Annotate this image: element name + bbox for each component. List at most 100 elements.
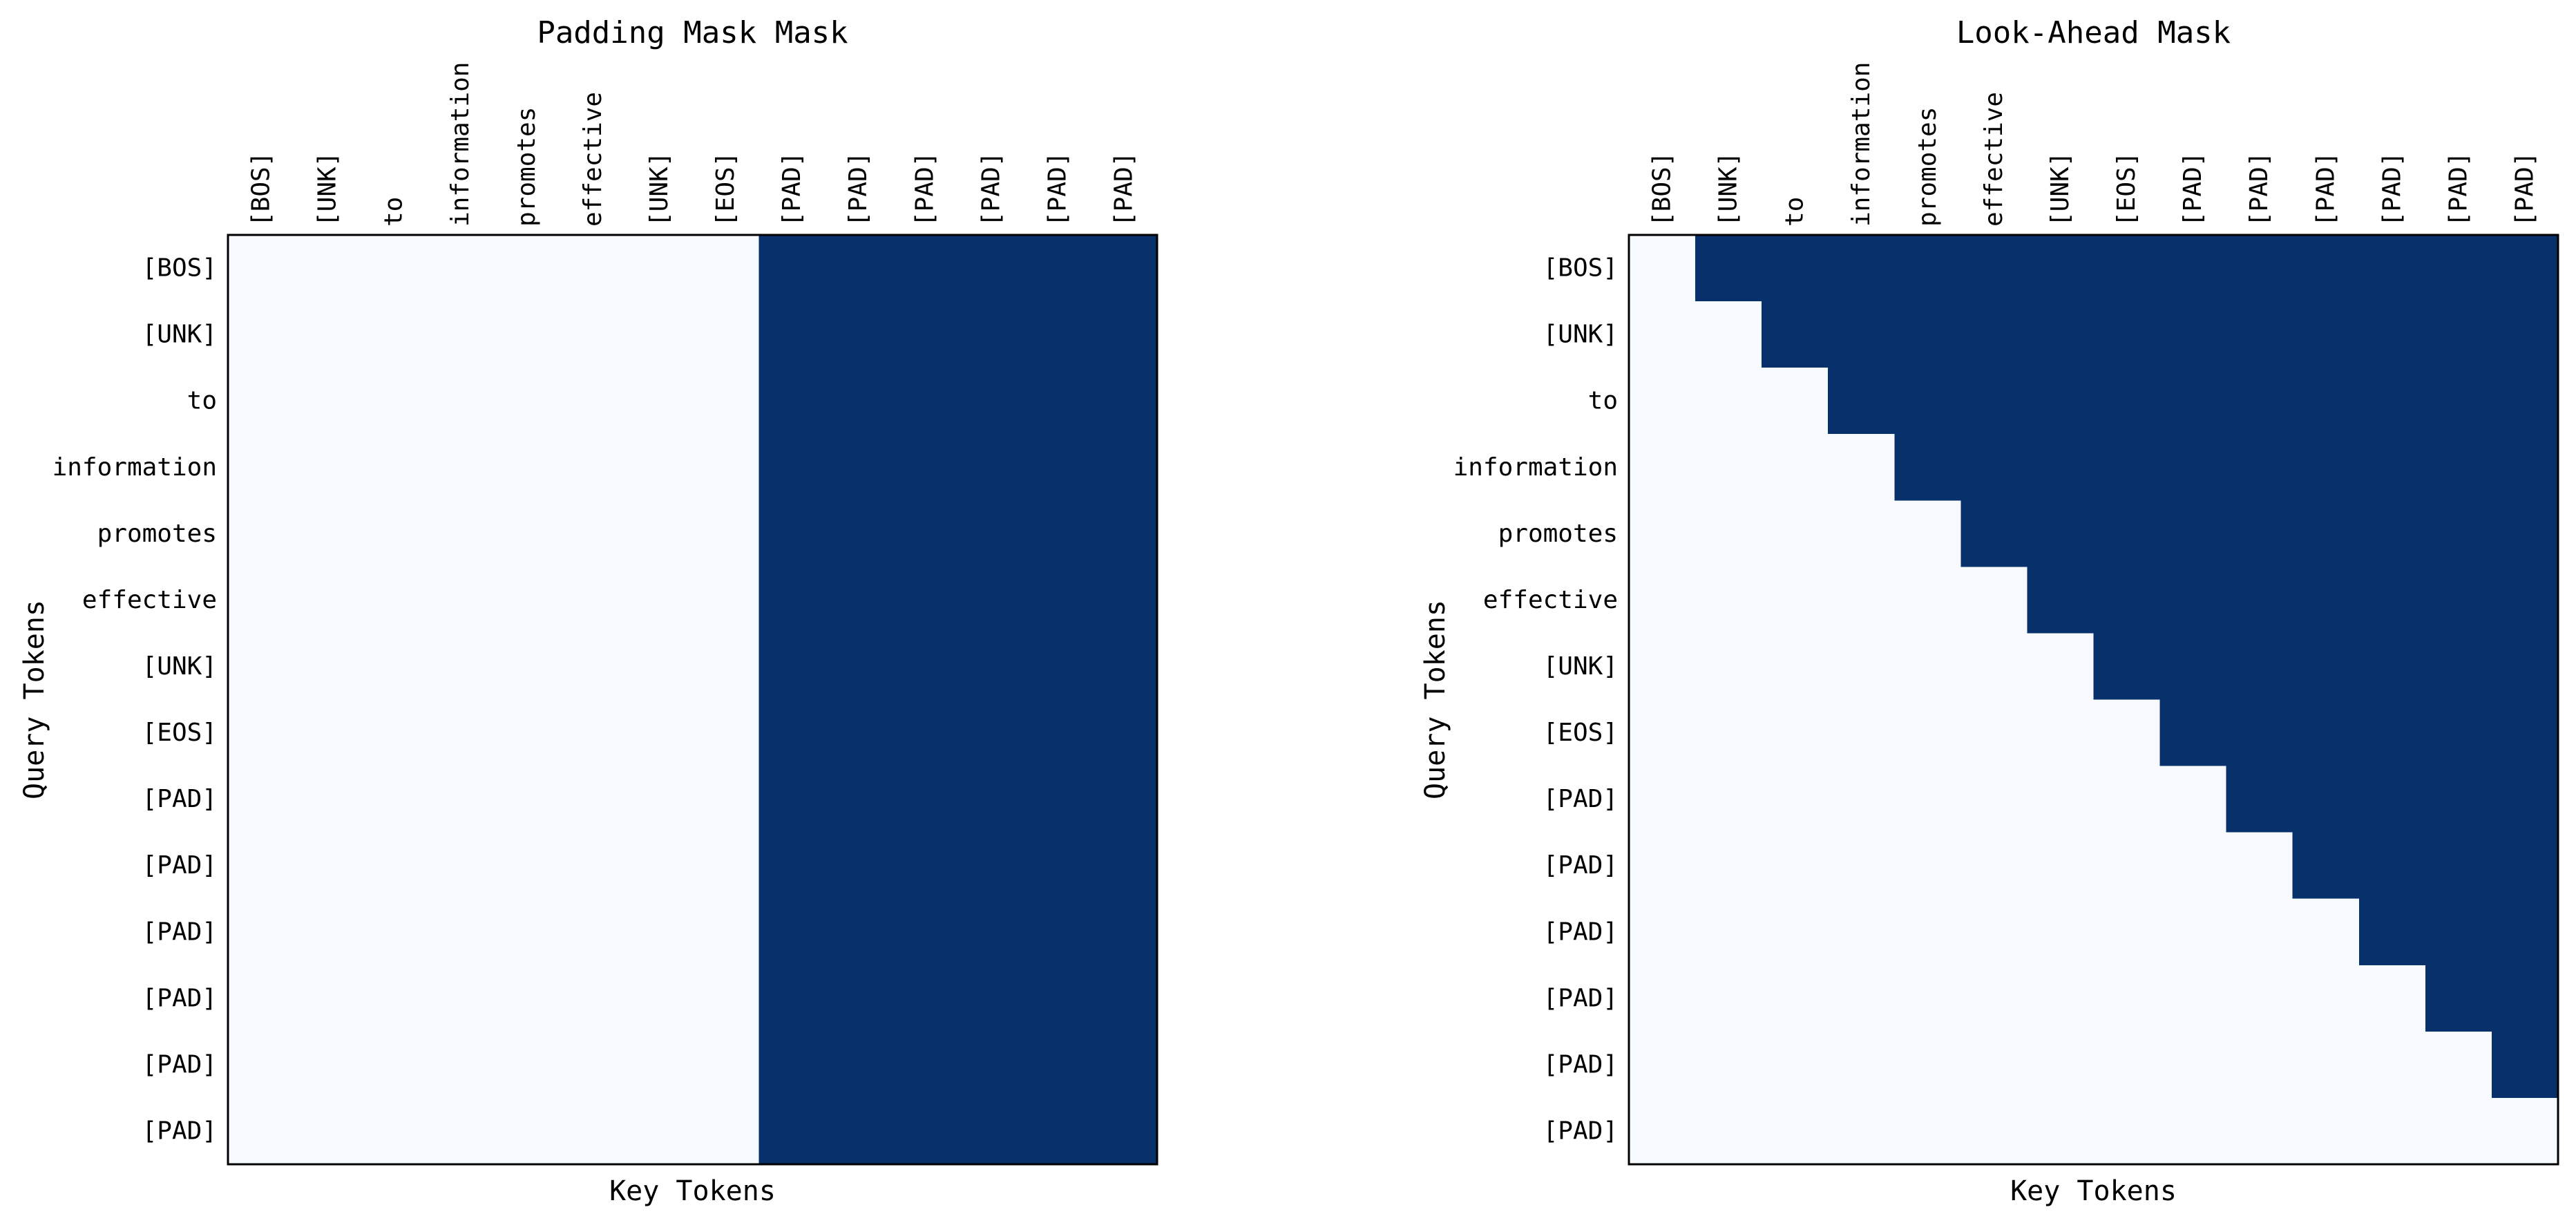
heatmap-cell (294, 434, 361, 501)
heatmap-cell (957, 567, 1025, 634)
heatmap-cell (957, 368, 1025, 435)
heatmap-cell (957, 301, 1025, 368)
heatmap-cell (1090, 301, 1158, 368)
heatmap-cell (825, 1031, 893, 1099)
x-axis-label: Key Tokens (2010, 1175, 2177, 1207)
x-tick-label: [PAD] (1043, 152, 1071, 227)
heatmap-cell (626, 500, 694, 567)
heatmap-cell (2093, 766, 2161, 833)
heatmap-cell (1695, 1031, 1762, 1099)
heatmap-cell (2292, 235, 2360, 302)
heatmap-cell (2491, 235, 2559, 302)
heatmap-cell (692, 368, 760, 435)
heatmap-cell (1695, 832, 1762, 900)
heatmap-cell (1894, 1097, 1961, 1165)
heatmap-cell (427, 301, 494, 368)
heatmap-cell (2358, 235, 2426, 302)
heatmap-cell (1024, 1031, 1091, 1099)
heatmap-cell (2159, 766, 2227, 833)
heatmap-cell (2226, 301, 2293, 368)
heatmap-cell (2358, 699, 2426, 767)
heatmap-cell (560, 235, 627, 302)
heatmap-cell (228, 898, 295, 966)
y-tick-label: [PAD] (142, 851, 217, 880)
heatmap-cell (427, 567, 494, 634)
heatmap-cell (2159, 832, 2227, 900)
heatmap-cell (228, 235, 295, 302)
heatmap-cell (560, 832, 627, 900)
heatmap-cell (2159, 633, 2227, 701)
heatmap-cell (294, 832, 361, 900)
heatmap-cell (361, 1031, 428, 1099)
heatmap-cell (1090, 235, 1158, 302)
heatmap-cell (759, 699, 826, 767)
heatmap-cell (825, 633, 893, 701)
heatmap-cell (361, 699, 428, 767)
heatmap-cell (1090, 699, 1158, 767)
heatmap-cell (626, 235, 694, 302)
heatmap-cell (1960, 1097, 2028, 1165)
heatmap-cell (759, 434, 826, 501)
y-tick-label: [EOS] (142, 719, 217, 747)
heatmap-cell (1762, 766, 1829, 833)
heatmap-cell (1894, 368, 1961, 435)
heatmap-cell (2093, 1031, 2161, 1099)
y-axis-label: Query Tokens (19, 600, 50, 799)
heatmap-cell (2358, 368, 2426, 435)
heatmap-cell (361, 368, 428, 435)
heatmap-cell (361, 434, 428, 501)
heatmap-cell (1828, 235, 1895, 302)
heatmap-cell (2226, 766, 2293, 833)
heatmap-cell (2425, 965, 2492, 1032)
heatmap-cell (2226, 699, 2293, 767)
heatmap-cell (560, 500, 627, 567)
heatmap-cell (427, 766, 494, 833)
heatmap-cell (1894, 301, 1961, 368)
heatmap-cell (2292, 301, 2360, 368)
heatmap-cell (1090, 567, 1158, 634)
heatmap-cell (361, 567, 428, 634)
heatmap-cell (626, 633, 694, 701)
heatmap-cell (560, 633, 627, 701)
heatmap-cell (891, 832, 959, 900)
heatmap-cell (825, 965, 893, 1032)
heatmap-cell (1024, 301, 1091, 368)
x-tick-label: [EOS] (712, 152, 740, 227)
heatmap-cell (692, 500, 760, 567)
heatmap-cell (891, 368, 959, 435)
heatmap-cell (2425, 301, 2492, 368)
heatmap-cell (493, 434, 560, 501)
heatmap-cell (2292, 567, 2360, 634)
y-tick-label: [PAD] (1543, 785, 1618, 813)
heatmap-cell (1894, 832, 1961, 900)
heatmap-cell (1695, 766, 1762, 833)
heatmap-cell (361, 500, 428, 567)
heatmap-cell (1960, 500, 2028, 567)
heatmap-cell (361, 1097, 428, 1165)
heatmap-cell (2093, 301, 2161, 368)
heatmap-cell (294, 500, 361, 567)
heatmap-cell (2159, 368, 2227, 435)
heatmap-cell (1894, 500, 1961, 567)
heatmap-cell (228, 1097, 295, 1165)
heatmap-cell (1762, 832, 1829, 900)
heatmap-cell (759, 1031, 826, 1099)
heatmap-cell (560, 1031, 627, 1099)
heatmap-cell (361, 766, 428, 833)
heatmap-cell (626, 1031, 694, 1099)
x-tick-label: [PAD] (844, 152, 872, 227)
heatmap-cell (493, 1097, 560, 1165)
x-tick-label: [PAD] (2378, 152, 2406, 227)
x-tick-label: [PAD] (977, 152, 1005, 227)
heatmap-cell (2027, 235, 2095, 302)
heatmap-cell (1960, 766, 2028, 833)
heatmap-cell (2093, 1097, 2161, 1165)
heatmap-cell (560, 965, 627, 1032)
heatmap-cell (1629, 965, 1696, 1032)
heatmap-cell (891, 567, 959, 634)
heatmap-cell (891, 633, 959, 701)
heatmap-cell (2226, 965, 2293, 1032)
heatmap-cell (228, 500, 295, 567)
heatmap-cell (1960, 567, 2028, 634)
